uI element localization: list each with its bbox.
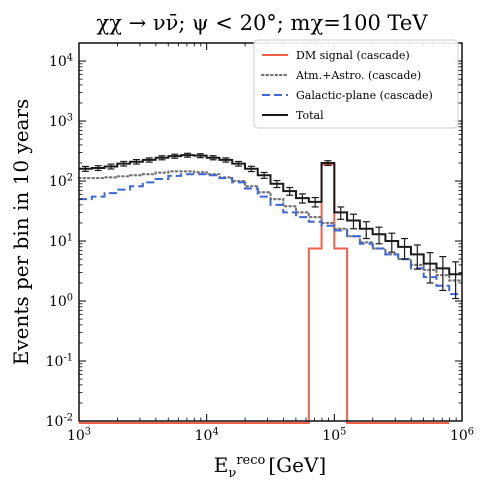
y-tick-label: 100	[49, 292, 73, 310]
y-tick-label: 10-2	[46, 412, 73, 430]
series-3	[79, 152, 462, 300]
x-tick-label: 104	[195, 426, 219, 444]
legend: DM signal (cascade) Atm.+Astro. (cascade)…	[253, 39, 459, 129]
series-line	[79, 163, 450, 424]
series-2	[79, 173, 462, 296]
y-tick-label: 102	[49, 172, 73, 190]
legend-box	[253, 39, 459, 129]
legend-entry: Total	[296, 109, 324, 122]
y-tick-label: 10-1	[46, 352, 73, 370]
legend-entry: Atm.+Astro. (cascade)	[295, 69, 421, 82]
x-tick-label: 103	[67, 426, 91, 444]
chart-title: χχ → νν̄; ψ < 20°; mχ=100 TeV	[96, 11, 428, 35]
legend-entry: DM signal (cascade)	[296, 49, 410, 62]
x-axis-label: Eνreco [GeV]	[214, 453, 326, 481]
y-tick-label: 103	[49, 112, 73, 130]
series-line	[77, 170, 464, 282]
y-tick-label: 104	[49, 52, 73, 70]
series-0	[79, 163, 450, 424]
y-axis-label: Events per bin in 10 years	[9, 99, 33, 366]
series-1	[77, 170, 464, 282]
x-tick-label: 105	[322, 426, 346, 444]
series-layer	[77, 152, 464, 424]
series-line	[79, 173, 462, 296]
legend-entry: Galactic-plane (cascade)	[296, 89, 433, 102]
series-line	[79, 154, 462, 276]
y-tick-label: 101	[49, 232, 73, 250]
x-tick-label: 106	[450, 426, 474, 444]
